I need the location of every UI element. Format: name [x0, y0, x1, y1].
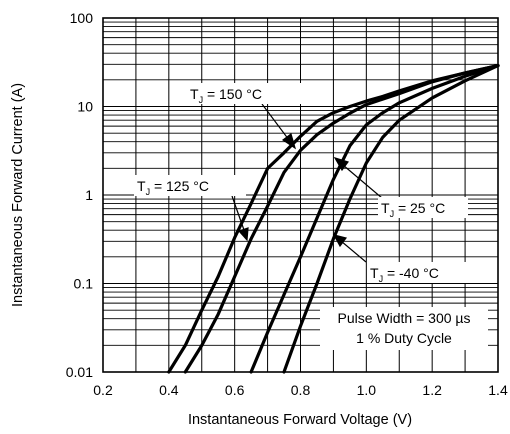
- plot-frame: [102, 17, 499, 373]
- annotation-arrows: [231, 103, 383, 263]
- x-tick-label: 1.2: [422, 382, 442, 398]
- series-line-4: [282, 63, 500, 374]
- annotation-40: TJ = -40 °C: [368, 262, 466, 284]
- tick-labels: 0.2 0.4 0.6 0.8 1.0 1.2 1.4 0.01 0.1 1 10 100: [66, 10, 508, 398]
- x-tick-label: 0.6: [225, 382, 245, 398]
- y-tick-label: 0.1: [74, 276, 94, 292]
- pulse-note-box: [320, 307, 488, 350]
- x-tick-label: 1.4: [488, 382, 508, 398]
- x-axis-label: Instantaneous Forward Voltage (V): [188, 412, 412, 428]
- x-tick-label: 0.8: [291, 382, 311, 398]
- x-tick-label: 1.0: [357, 382, 377, 398]
- y-tick-label: 100: [70, 10, 94, 26]
- annotation-150-box: [182, 83, 308, 104]
- annotation-40-text: TJ = -40 °C: [370, 265, 439, 284]
- x-tick-label: 0.2: [93, 382, 113, 398]
- pulse-note-line-1: Pulse Width = 300 µs: [338, 310, 471, 326]
- series-line-3: [249, 63, 500, 374]
- arrow-150-line: [261, 103, 290, 141]
- y-tick-label: 1: [85, 187, 93, 203]
- annotation-125: TJ = 125 °C: [134, 175, 246, 197]
- curves: [167, 63, 500, 374]
- series-line-2: [183, 63, 500, 374]
- annotation-40-box: [368, 262, 466, 283]
- y-tick-label: 10: [77, 99, 93, 115]
- annotation-125-box: [134, 175, 246, 196]
- annotation-125-text: TJ = 125 °C: [137, 178, 209, 197]
- arrow-25-head: [333, 156, 349, 172]
- pulse-note: Pulse Width = 300 µs 1 % Duty Cycle: [320, 307, 488, 350]
- arrow-25-line: [342, 164, 383, 199]
- arrow-150-head: [281, 132, 297, 150]
- series-line-1: [167, 63, 500, 374]
- annotation-25-text: TJ = 25 °C: [381, 200, 445, 219]
- x-tick-label: 0.4: [159, 382, 179, 398]
- arrow-125-head: [237, 227, 249, 242]
- annotation-25-box: [378, 197, 468, 218]
- annotation-25: TJ = 25 °C: [378, 197, 468, 219]
- pulse-note-line-2: 1 % Duty Cycle: [356, 330, 452, 346]
- arrow-40-head: [332, 234, 348, 248]
- y-tick-label: 0.01: [66, 364, 93, 380]
- arrow-125-line: [231, 195, 245, 231]
- annotation-150-text: TJ = 150 °C: [190, 86, 262, 105]
- y-axis-label: Instantaneous Forward Current (A): [10, 83, 26, 307]
- arrow-40-line: [340, 240, 367, 263]
- annotation-150: TJ = 150 °C: [182, 83, 308, 105]
